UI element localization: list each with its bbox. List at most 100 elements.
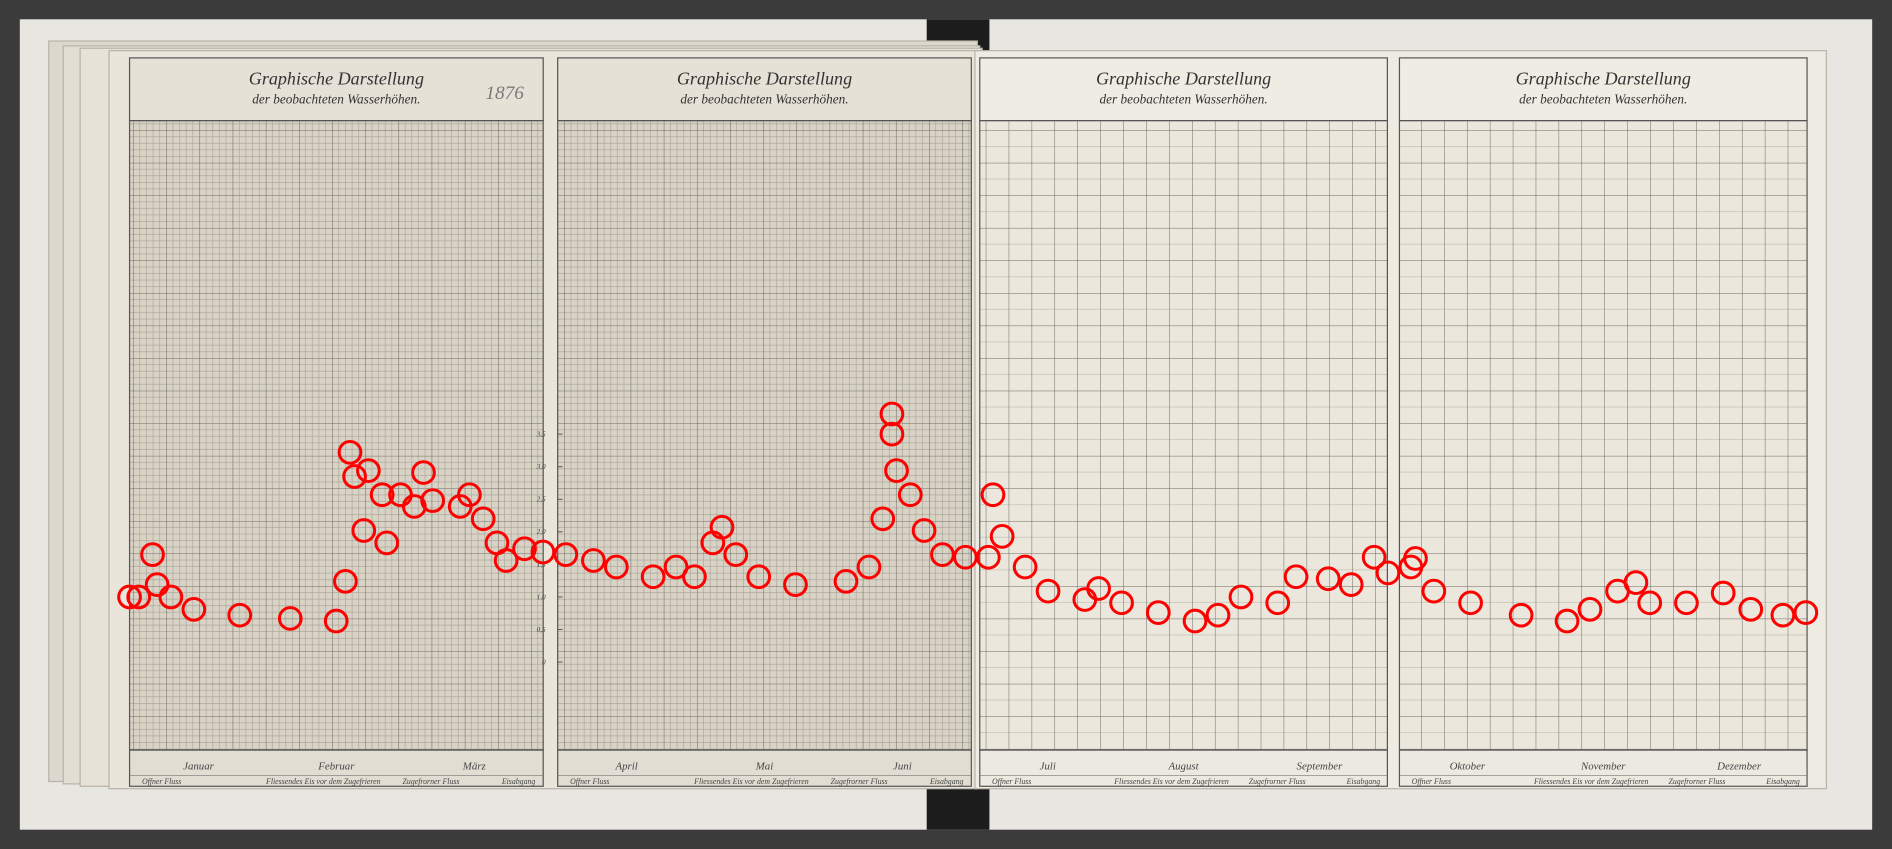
legend-item: Offner Fluss: [142, 777, 181, 786]
water-level-point: [783, 572, 808, 597]
water-level-point: [1361, 544, 1387, 570]
panel-title: Graphische Darstellung: [1096, 68, 1271, 88]
legend-item: Offner Fluss: [1412, 777, 1451, 786]
water-level-point: [870, 506, 896, 532]
month-label: April: [614, 760, 637, 772]
legend-item: Offner Fluss: [570, 777, 609, 786]
water-level-point: [1403, 546, 1428, 571]
footer-box: [979, 749, 1388, 787]
water-level-point: [1793, 600, 1819, 625]
water-level-point: [1375, 560, 1401, 586]
month-label: November: [1580, 760, 1626, 772]
header-box: [979, 57, 1388, 122]
legend-item: Fliessendes Eis vor dem Zugefrieren: [693, 777, 809, 786]
legend-item: Eisabgang: [1765, 777, 1800, 786]
data-points: [117, 401, 1819, 634]
water-level-point: [682, 564, 707, 590]
water-level-point: [746, 564, 772, 590]
legend-item: Zugefrorner Fluss: [1668, 777, 1725, 786]
water-level-point: [530, 539, 556, 565]
water-level-point: [1145, 600, 1171, 625]
legend-item: Zugefrorner Fluss: [831, 777, 888, 786]
spine-bottom: [926, 786, 990, 830]
legend-item: Eisabgang: [1346, 777, 1381, 786]
water-level-point: [117, 584, 142, 610]
water-level-point: [911, 518, 937, 543]
water-level-point: [1228, 584, 1254, 610]
water-level-point: [337, 440, 363, 465]
water-level-point: [351, 518, 377, 543]
water-level-point: [356, 458, 381, 483]
water-level-point: [581, 548, 606, 573]
water-level-point: [144, 572, 170, 597]
header-box: [557, 57, 972, 122]
panel-title: Graphische Darstellung: [1516, 68, 1691, 88]
water-level-point: [1710, 580, 1736, 606]
water-level-point: [1182, 608, 1208, 634]
water-level-point: [1421, 578, 1447, 604]
legend-item: Eisabgang: [929, 777, 964, 786]
panel-subtitle: der beobachteten Wasserhöhen.: [1519, 92, 1687, 107]
year-note: 1876: [485, 83, 524, 104]
water-level-point: [1205, 602, 1231, 628]
water-level-point: [1109, 590, 1134, 616]
water-level-point: [1265, 590, 1291, 616]
panel-subtitle: der beobachteten Wasserhöhen.: [1099, 92, 1267, 107]
water-level-point: [1577, 596, 1603, 622]
water-level-point: [553, 542, 579, 567]
legend-item: Zugefrorner Fluss: [403, 777, 460, 786]
water-level-point: [879, 421, 905, 447]
water-level-point: [333, 568, 358, 594]
water-level-point: [976, 544, 1001, 570]
water-level-point: [158, 584, 184, 610]
month-label: Oktober: [1450, 760, 1486, 772]
header-box: [128, 57, 544, 122]
water-level-point: [640, 564, 666, 590]
water-level-point: [879, 401, 905, 427]
month-label: Mai: [755, 760, 773, 772]
grid-area: [128, 119, 544, 751]
panels: Graphische Darstellung der beobachteten W…: [128, 57, 1808, 787]
water-level-point: [227, 602, 253, 628]
month-label: Februar: [317, 760, 355, 772]
water-level-point: [1738, 596, 1764, 622]
water-level-point: [126, 584, 152, 610]
water-level-point: [1770, 602, 1796, 628]
water-level-point: [1315, 566, 1341, 592]
water-level-point: [493, 548, 519, 573]
water-level-point: [1035, 578, 1061, 604]
month-label: September: [1297, 760, 1344, 772]
water-level-point: [1508, 602, 1534, 628]
water-level-point: [1012, 554, 1038, 580]
y-tick-label: 0: [542, 658, 546, 666]
water-level-point: [1458, 590, 1483, 616]
footer-box: [557, 749, 972, 787]
water-level-point: [411, 460, 436, 485]
water-level-point: [856, 554, 882, 580]
water-level-point: [512, 536, 537, 562]
footer-box: [1398, 749, 1808, 787]
panel-title: Graphische Darstellung: [249, 68, 424, 88]
water-level-point: [181, 596, 207, 622]
header-box: [1398, 57, 1808, 122]
water-level-point: [989, 524, 1015, 549]
y-tick-label: 1,0: [537, 593, 546, 601]
water-level-point: [457, 482, 482, 508]
water-level-point: [897, 482, 923, 508]
water-level-point: [930, 542, 955, 567]
water-level-point: [140, 542, 165, 567]
water-level-point: [1554, 608, 1580, 634]
water-level-point: [709, 514, 735, 540]
y-tick-label: 3,0: [536, 463, 546, 471]
water-level-point: [277, 606, 303, 631]
month-label: August: [1168, 760, 1200, 772]
water-level-point: [1637, 590, 1663, 616]
legend-item: Fliessendes Eis vor dem Zugefrieren: [265, 777, 381, 786]
legend-item: Zugefrorner Fluss: [1249, 777, 1306, 786]
water-level-point: [1623, 570, 1649, 595]
legend-item: Eisabgang: [501, 777, 536, 786]
month-label: Dezember: [1716, 760, 1762, 772]
y-tick-label: 3,5: [536, 431, 546, 439]
month-label: Juli: [1040, 760, 1056, 772]
